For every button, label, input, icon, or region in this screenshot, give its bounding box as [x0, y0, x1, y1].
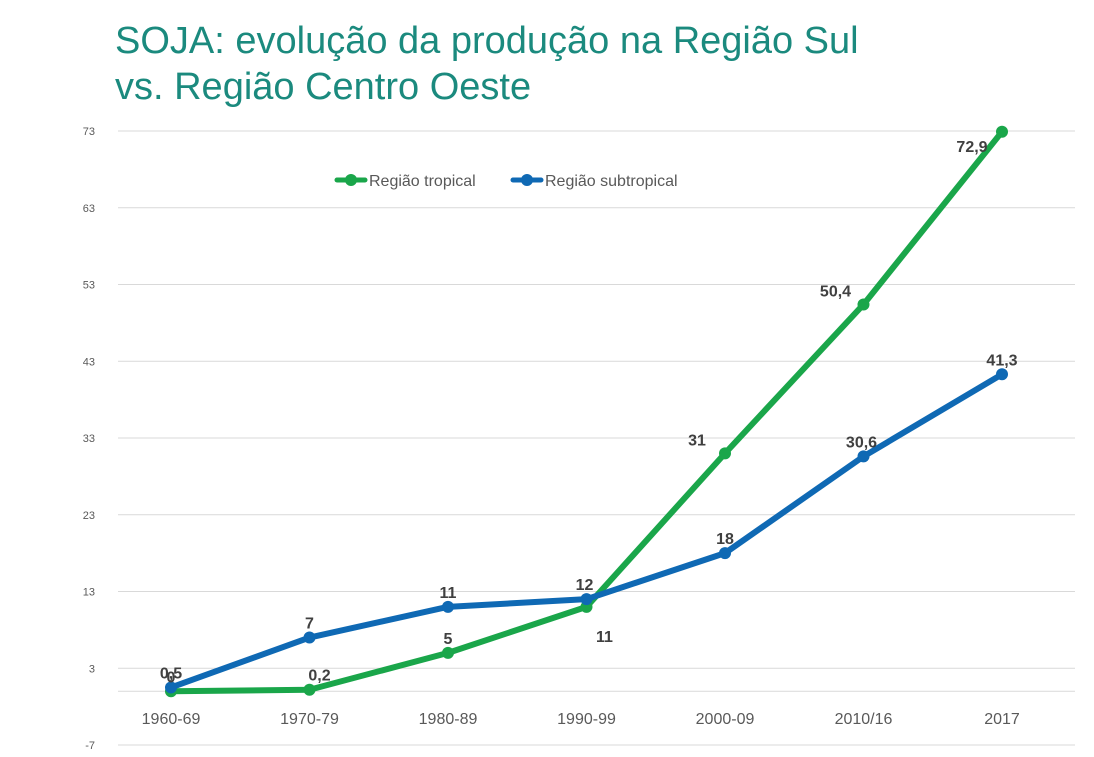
data-label: 7	[305, 616, 314, 633]
data-point	[719, 547, 731, 560]
data-point	[165, 681, 177, 694]
x-tick-label: 2010/16	[835, 711, 893, 728]
y-tick-label: 53	[83, 280, 95, 292]
chart-title-line-1: SOJA: evolução da produção na Região Sul	[115, 20, 859, 62]
series-line	[168, 371, 1005, 691]
data-label: 41,3	[986, 352, 1017, 369]
data-label: 50,4	[820, 283, 851, 300]
data-point	[442, 600, 454, 613]
x-axis-ticks: 1960-69 1970-79 1980-89 1990-99 2000-09 2010/…	[142, 711, 1020, 728]
y-tick-label: -7	[85, 740, 95, 752]
data-label: 5	[444, 631, 453, 648]
data-point	[719, 447, 731, 460]
y-tick-label: 3	[89, 663, 95, 675]
legend-swatch-marker	[345, 174, 357, 186]
data-label: 0,5	[160, 665, 182, 682]
data-point	[303, 631, 316, 644]
legend-label: Região tropical	[369, 173, 476, 190]
series-subtropical	[165, 368, 1008, 694]
data-label: 18	[716, 531, 734, 548]
series	[165, 125, 1008, 698]
legend-swatch-marker	[521, 174, 533, 186]
data-point	[442, 646, 454, 659]
data-point	[996, 368, 1008, 381]
data-label: 0,2	[308, 668, 330, 685]
data-label: 11	[596, 629, 613, 646]
y-tick-label: 23	[83, 510, 95, 522]
data-point	[857, 450, 870, 463]
data-point	[857, 298, 870, 311]
x-tick-label: 1970-79	[280, 711, 339, 728]
data-point	[303, 683, 316, 696]
y-tick-label: 73	[83, 126, 95, 138]
data-label: 72,9	[956, 139, 987, 156]
x-tick-label: 1960-69	[142, 711, 201, 728]
data-label: 11	[440, 585, 457, 602]
data-label: 12	[576, 577, 594, 594]
data-labels: 0 0,2 5 11 31 50,4 72,9 0,5 7 11 12 18 30,6 41,3	[160, 139, 1018, 687]
legend-label: Região subtropical	[545, 173, 678, 190]
legend: Região tropical Região subtropical	[334, 173, 678, 190]
series-tropical	[165, 125, 1008, 698]
y-axis-ticks: 73 63 53 43 33 23 13 3 -7	[83, 126, 95, 752]
x-tick-label: 1980-89	[419, 711, 478, 728]
chart-title-line-2: vs. Região Centro Oeste	[115, 66, 532, 108]
data-label: 0	[167, 669, 176, 686]
data-label: 30,6	[846, 434, 877, 451]
data-point	[580, 593, 593, 606]
y-tick-label: 13	[83, 587, 95, 599]
x-tick-label: 2017	[984, 711, 1020, 728]
x-tick-label: 2000-09	[696, 711, 755, 728]
data-point	[996, 125, 1008, 138]
legend-item: Região subtropical	[510, 173, 678, 190]
y-tick-label: 43	[83, 356, 95, 368]
y-tick-label: 33	[83, 433, 95, 445]
y-tick-label: 63	[83, 203, 95, 215]
x-tick-label: 1990-99	[557, 711, 616, 728]
data-label: 31	[688, 432, 706, 449]
legend-item: Região tropical	[334, 173, 476, 190]
chart-title: SOJA: evolução da produção na Região Sul…	[115, 18, 1075, 110]
